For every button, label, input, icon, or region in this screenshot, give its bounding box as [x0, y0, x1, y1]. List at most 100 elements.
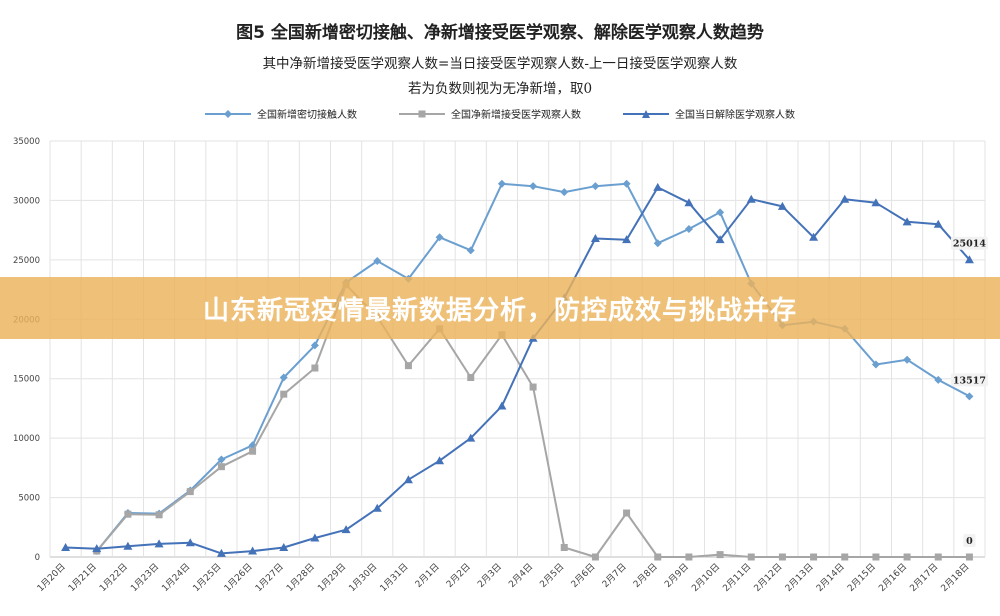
chart-subtitle-formula: 其中净新增接受医学观察人数=当日接受医学观察人数-上一日接受医学观察人数	[262, 56, 738, 72]
data-point	[466, 246, 475, 255]
data-point	[403, 475, 413, 484]
data-point	[216, 548, 226, 557]
x-tick-label: 2月11日	[721, 561, 754, 594]
x-tick-label: 1月25日	[191, 561, 224, 594]
x-tick-label: 1月31日	[378, 561, 411, 594]
x-tick-label: 2月1日	[413, 561, 442, 590]
data-point	[155, 511, 163, 519]
data-point	[591, 553, 599, 561]
data-point	[933, 219, 943, 228]
legend-swatch-net-new-observation	[399, 110, 445, 117]
y-tick-label: 35000	[13, 137, 40, 147]
data-point	[840, 194, 850, 203]
data-label-bg	[950, 236, 988, 250]
y-tick-label: 0	[35, 553, 40, 563]
data-point	[716, 551, 724, 559]
data-point	[964, 255, 974, 264]
legend-item-released: 全国当日解除医学观察人数	[623, 106, 795, 121]
data-point	[497, 401, 507, 410]
y-tick-label: 30000	[13, 196, 40, 206]
data-point	[249, 447, 257, 455]
data-point	[841, 553, 849, 561]
x-tick-label: 1月26日	[222, 561, 255, 594]
data-point	[280, 390, 288, 398]
data-point	[965, 392, 974, 401]
data-point	[217, 455, 226, 464]
data-point	[871, 360, 880, 369]
data-point	[124, 510, 132, 518]
legend-item-net-new-observation: 全国净新增接受医学观察人数	[399, 106, 581, 121]
y-tick-label: 15000	[13, 375, 40, 385]
data-point	[623, 509, 631, 517]
x-tick-label: 1月28日	[284, 561, 317, 594]
headline-text: 山东新冠疫情最新数据分析，防控成效与挑战并存	[202, 295, 797, 326]
data-label-bg	[963, 534, 976, 547]
x-tick-label: 2月9日	[662, 561, 691, 590]
data-label: 0	[966, 536, 973, 547]
data-point	[653, 239, 662, 248]
x-tick-label: 2月2日	[444, 561, 473, 590]
data-point	[248, 546, 258, 555]
data-point	[186, 488, 194, 496]
data-point	[217, 463, 225, 471]
data-point	[777, 201, 787, 210]
x-tick-label: 2月5日	[538, 561, 567, 590]
x-tick-label: 1月27日	[253, 561, 286, 594]
data-point	[746, 194, 756, 203]
data-point	[872, 553, 880, 561]
y-tick-label: 25000	[13, 256, 40, 266]
data-point	[715, 235, 725, 244]
data-point	[902, 217, 912, 226]
data-point	[92, 544, 102, 553]
data-point	[590, 233, 600, 242]
x-tick-label: 1月20日	[35, 561, 68, 594]
x-tick-label: 2月18日	[939, 561, 972, 594]
data-point	[591, 182, 600, 191]
x-tick-label: 1月23日	[129, 561, 162, 594]
x-tick-label: 2月4日	[507, 561, 536, 590]
data-point	[467, 374, 475, 382]
x-tick-label: 2月10日	[690, 561, 723, 594]
data-point	[279, 373, 288, 382]
data-point	[560, 543, 568, 551]
data-point	[684, 224, 693, 233]
data-point	[778, 553, 786, 561]
legend-swatch-released	[623, 109, 669, 118]
x-tick-label: 2月14日	[814, 561, 847, 594]
headline-banner: 山东新冠疫情最新数据分析，防控成效与挑战并存	[0, 277, 1000, 339]
data-point	[123, 541, 133, 550]
data-point	[965, 553, 973, 561]
x-tick-label: 1月29日	[316, 561, 349, 594]
data-point	[61, 542, 71, 551]
data-point	[497, 179, 506, 188]
data-point	[185, 538, 195, 547]
series-line-2	[65, 186, 971, 555]
data-point	[934, 375, 943, 384]
data-point	[372, 503, 382, 512]
data-point	[747, 553, 755, 561]
x-tick-label: 2月3日	[475, 561, 504, 590]
data-point	[622, 235, 632, 244]
x-tick-label: 1月22日	[97, 561, 130, 594]
data-point	[466, 433, 476, 442]
data-point	[903, 553, 911, 561]
data-point	[529, 182, 538, 191]
data-point	[279, 542, 289, 551]
data-point	[404, 362, 412, 370]
data-point	[310, 533, 320, 542]
data-point	[684, 198, 694, 207]
legend-label-released: 全国当日解除医学观察人数	[675, 110, 795, 121]
legend-label-new-contacts: 全国新增密切接触人数	[257, 110, 357, 121]
data-label: 13517	[953, 375, 986, 386]
data-point	[529, 383, 537, 391]
data-point	[341, 525, 351, 534]
legend-item-new-contacts: 全国新增密切接触人数	[205, 106, 357, 121]
x-tick-label: 1月24日	[160, 561, 193, 594]
y-tick-label: 10000	[13, 434, 40, 444]
legend: 全国新增密切接触人数 全国净新增接受医学观察人数 全国当日解除医学观察人数	[0, 106, 1000, 121]
data-point	[154, 539, 164, 548]
data-point	[809, 232, 819, 241]
data-point	[248, 441, 257, 450]
data-point	[810, 553, 818, 561]
